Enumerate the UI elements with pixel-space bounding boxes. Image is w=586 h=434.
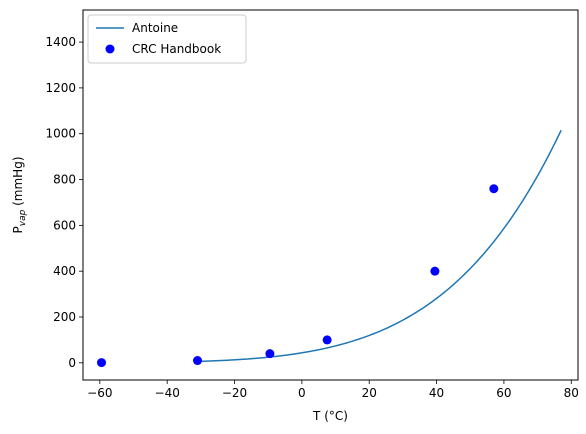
- crc-point: [265, 349, 275, 359]
- plot-frame: [82, 9, 579, 381]
- legend-marker-crc: [105, 44, 115, 54]
- legend-label-antoine: Antoine: [132, 21, 178, 35]
- legend-box: [87, 14, 247, 64]
- crc-point: [97, 358, 107, 368]
- crc-point: [489, 184, 499, 194]
- y-tick-label: 600: [53, 218, 76, 232]
- legend-label-crc: CRC Handbook: [132, 42, 221, 56]
- antoine-line: [197, 129, 562, 363]
- y-axis-label-sub: vap: [18, 209, 28, 226]
- series-layer: [97, 129, 562, 368]
- y-tick-label: 1000: [45, 127, 76, 141]
- y-tick-label: 1400: [45, 35, 76, 49]
- y-tick-label: 0: [68, 356, 76, 370]
- x-tick-label: −40: [155, 386, 180, 400]
- x-tick-label: 20: [362, 386, 377, 400]
- crc-point: [192, 356, 202, 366]
- crc-point: [322, 335, 332, 345]
- x-tick-label: 0: [298, 386, 306, 400]
- x-tick-label: 60: [496, 386, 511, 400]
- x-tick-label: 80: [564, 386, 579, 400]
- plot-area: [83, 10, 578, 380]
- y-tick-label: 200: [53, 310, 76, 324]
- x-axis-label: T (°C): [312, 409, 348, 423]
- y-axis-label-unit: (mmHg): [11, 156, 25, 209]
- x-tick-label: 40: [429, 386, 444, 400]
- x-tick-label: −60: [87, 386, 112, 400]
- y-tick-label: 400: [53, 264, 76, 278]
- y-tick-label: 800: [53, 173, 76, 187]
- y-axis-label-main: P: [11, 226, 25, 233]
- y-tick-label: 1200: [45, 81, 76, 95]
- x-tick-label: −20: [222, 386, 247, 400]
- legend: Antoine CRC Handbook: [87, 14, 247, 64]
- crc-point: [430, 266, 440, 276]
- ticks: −60 −40 −20 0 20 40 60 800200400600800100012001…: [45, 35, 578, 400]
- y-axis-label: Pvap (mmHg): [11, 156, 28, 233]
